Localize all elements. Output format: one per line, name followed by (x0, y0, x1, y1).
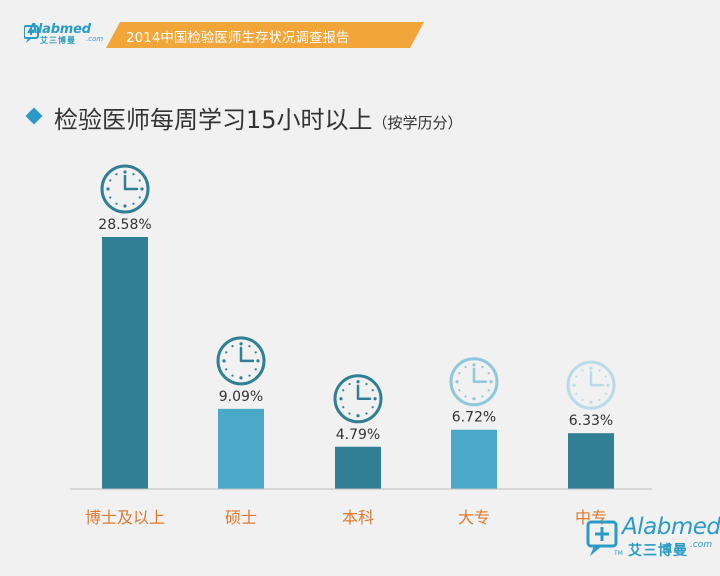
title-main: 检验医师每周学习15小时以上 (54, 106, 373, 134)
value-label: 6.72% (452, 410, 496, 426)
clock-icon (100, 164, 150, 214)
value-label: 4.79% (336, 427, 380, 443)
footer-logo-com: .com (690, 540, 713, 550)
logo-com: .com (86, 35, 104, 43)
category-labels: 博士及以上 硕士 本科 大专 中专 (85, 508, 607, 527)
header: Alabmed 艾三博曼 .com 2014中国检验医师生存状况调查报告 (0, 0, 720, 52)
logo-name: Alabmed (28, 22, 91, 37)
alabmed-logo-icon (24, 25, 39, 43)
clock-icon (566, 360, 616, 410)
alabmed-footer-logo-icon (586, 520, 618, 556)
report-banner (106, 22, 424, 48)
page-title: 检验医师每周学习15小时以上（按学历分） (54, 100, 463, 135)
clock-icons (100, 164, 616, 424)
footer-logo-cn: 艾三博曼 (628, 543, 688, 559)
clock-icon (216, 336, 266, 386)
category-label: 博士及以上 (85, 508, 165, 527)
category-label: 硕士 (225, 508, 257, 527)
footer-logo-name: Alabmed (622, 514, 720, 540)
value-labels: 28.58% 9.09% 4.79% 6.72% 6.33% (98, 217, 613, 443)
bars (102, 237, 614, 489)
bar-3 (451, 429, 497, 489)
banner-title: 2014中国检验医师生存状况调查报告 (126, 30, 350, 46)
value-label: 28.58% (98, 217, 151, 233)
category-label: 本科 (342, 508, 374, 527)
clock-icon (333, 374, 383, 424)
clock-icon (449, 357, 499, 407)
bar-4 (568, 433, 614, 489)
footer-logo-tm: TM (614, 550, 623, 557)
bar-2 (335, 446, 381, 489)
bar-0 (102, 237, 148, 489)
title-sub: （按学历分） (372, 114, 463, 132)
category-label: 大专 (458, 508, 490, 527)
value-label: 6.33% (569, 413, 613, 429)
bar-1 (218, 408, 264, 489)
value-label: 9.09% (219, 389, 263, 405)
logo-cn: 艾三博曼 (40, 36, 76, 45)
